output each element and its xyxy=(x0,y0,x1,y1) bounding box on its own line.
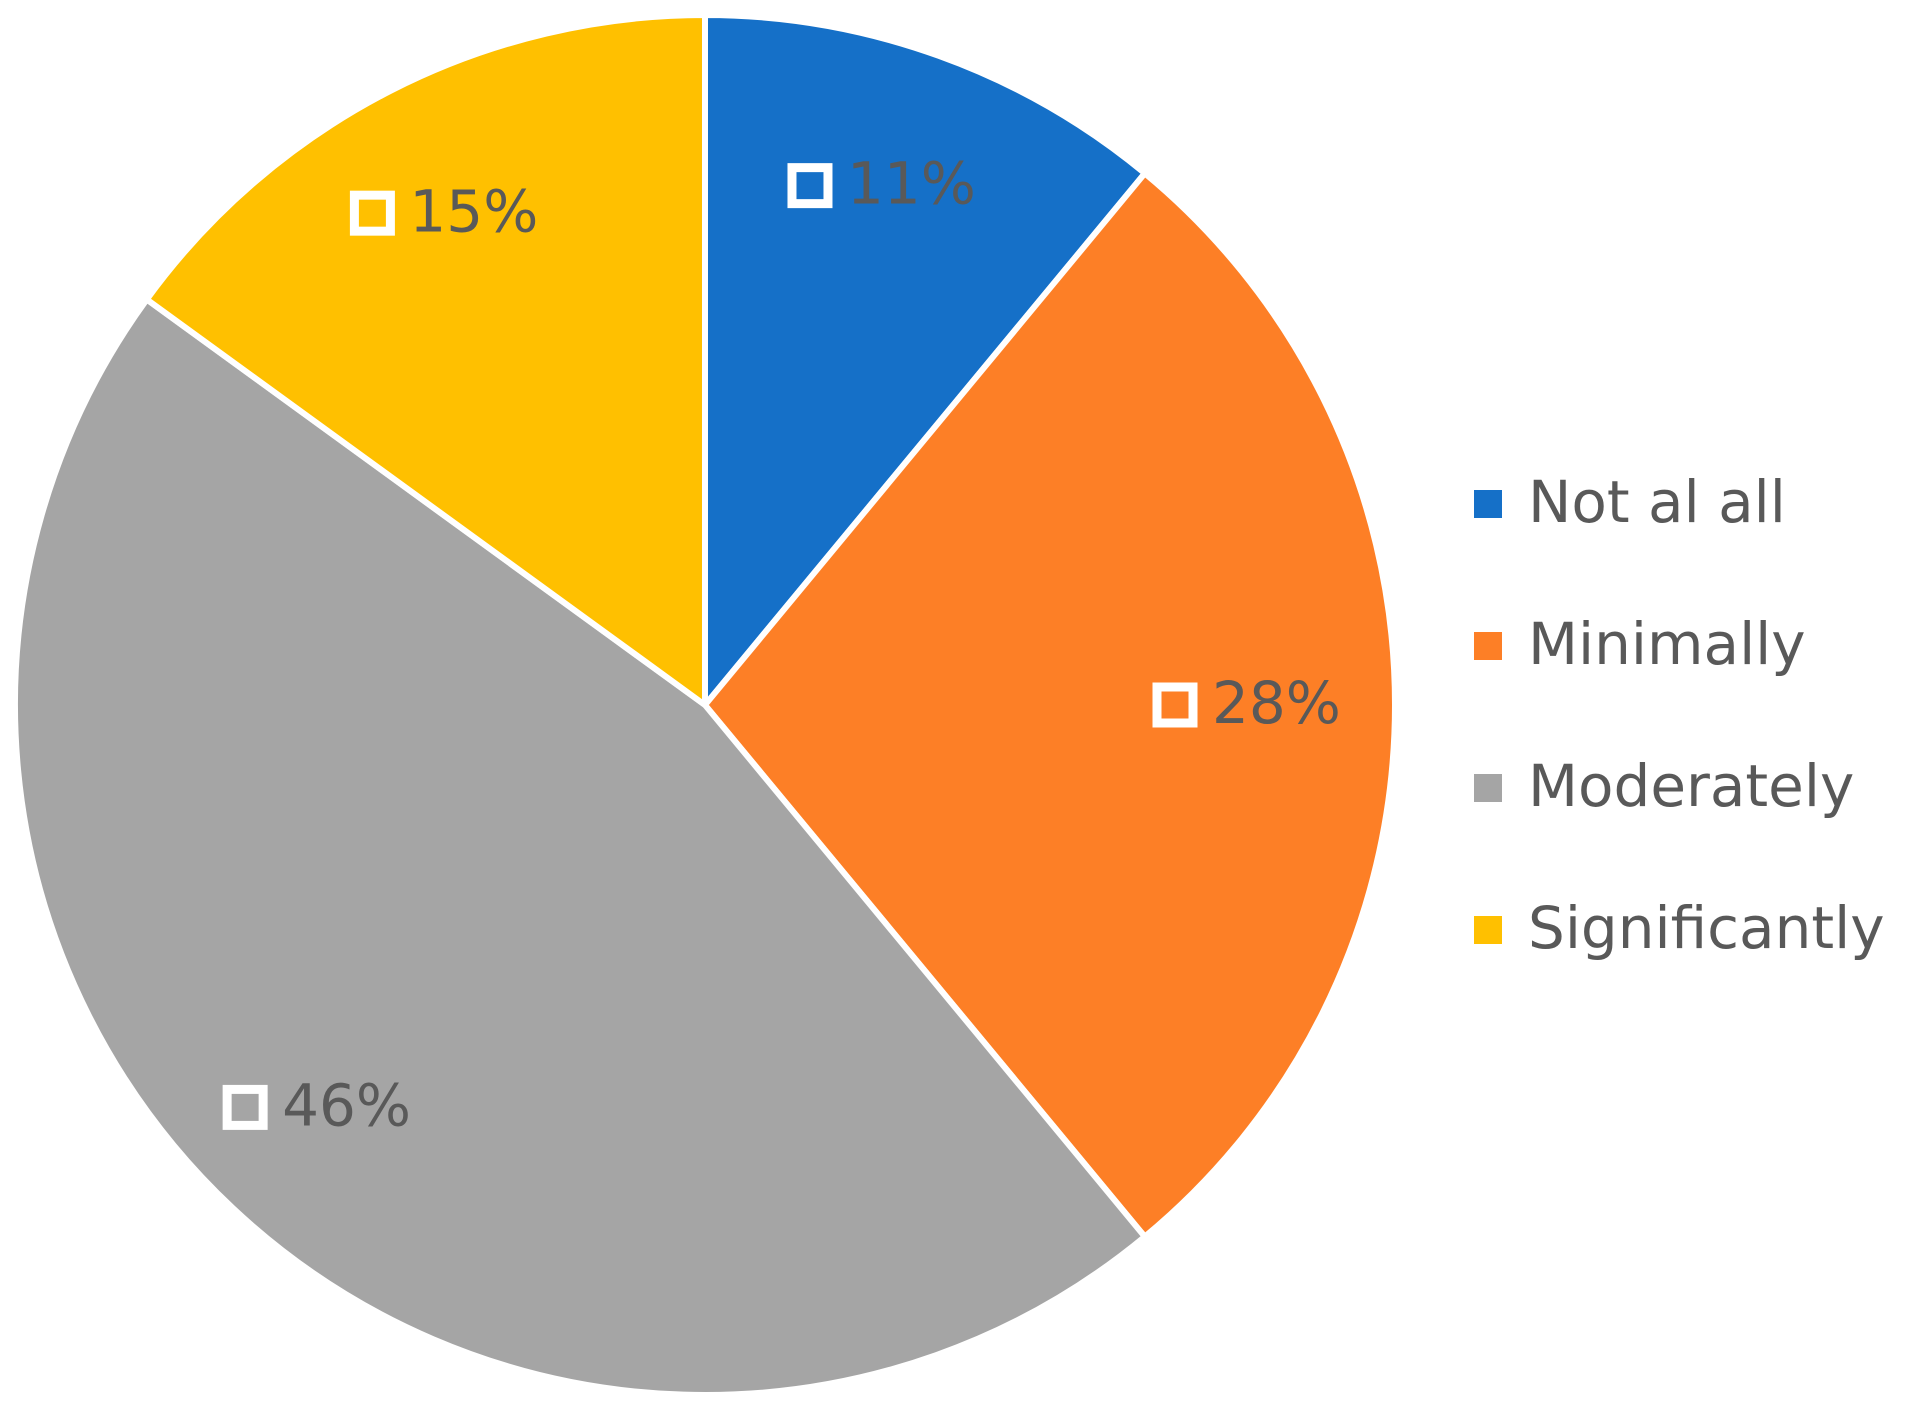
legend-swatch xyxy=(1474,774,1502,802)
data-label: 46% xyxy=(282,1072,411,1140)
data-label-marker xyxy=(1152,682,1198,728)
data-label-marker xyxy=(349,190,395,236)
data-label-marker xyxy=(222,1084,268,1130)
pie-slice xyxy=(143,12,708,708)
legend-label: Minimally xyxy=(1528,610,1806,678)
data-label-marker xyxy=(787,163,833,209)
pie-slice xyxy=(702,12,1148,708)
data-label: 11% xyxy=(847,150,976,218)
legend-swatch xyxy=(1474,632,1502,660)
legend-swatch xyxy=(1474,490,1502,518)
legend-label: Significantly xyxy=(1528,894,1885,962)
data-label: 15% xyxy=(409,177,538,245)
legend-label: Not al all xyxy=(1528,468,1786,536)
legend-swatch xyxy=(1474,916,1502,944)
legend-label: Moderately xyxy=(1528,752,1854,820)
pie-slice xyxy=(702,170,1398,1240)
data-label: 28% xyxy=(1212,669,1341,737)
pie-slice xyxy=(12,296,1148,1398)
